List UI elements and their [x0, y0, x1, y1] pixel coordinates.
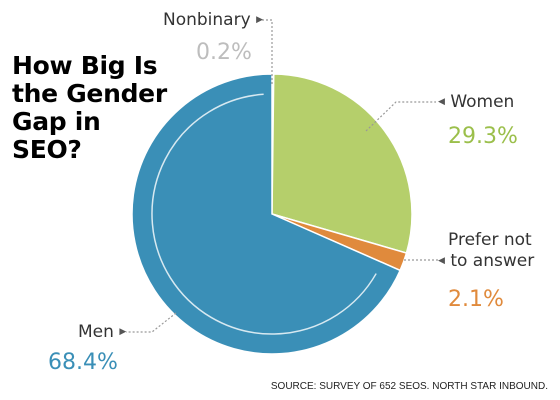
label-prefer-line2-text: to answer — [450, 251, 535, 271]
label-nonbinary: Nonbinary ▶ — [163, 10, 263, 30]
label-prefer-line1: Prefer not — [448, 230, 532, 250]
leader-line-women — [365, 101, 436, 132]
label-men: Men ▶ — [78, 322, 126, 342]
decorative-inner-arc — [151, 93, 377, 335]
title-line: Gap in — [12, 107, 101, 136]
value-women: 29.3% — [448, 124, 518, 149]
pie-slice-men — [131, 73, 402, 355]
source-note: SOURCE: SURVEY OF 652 SEOS. NORTH STAR I… — [270, 381, 548, 392]
label-nonbinary-text: Nonbinary — [163, 10, 251, 30]
label-men-text: Men — [78, 322, 114, 342]
title-line: SEO? — [12, 135, 82, 164]
title-line: How Big Is — [12, 51, 158, 80]
label-women-text: Women — [450, 92, 515, 112]
label-women: ◀ Women — [438, 92, 514, 112]
pie-slice-women — [271, 73, 413, 254]
label-prefer-line2: ◀ to answer — [438, 251, 534, 271]
value-prefer: 2.1% — [448, 287, 504, 312]
value-men: 68.4% — [48, 350, 118, 375]
leader-line-nonbinary — [262, 19, 273, 84]
arrow-right-icon: ▶ — [119, 327, 127, 337]
value-nonbinary: 0.2% — [196, 40, 252, 65]
arrow-left-icon: ◀ — [438, 256, 445, 266]
arrow-right-icon: ▶ — [256, 15, 263, 25]
title-line: the Gender — [12, 79, 167, 108]
arrow-left-icon: ◀ — [438, 97, 445, 107]
leader-line-men — [126, 312, 177, 333]
